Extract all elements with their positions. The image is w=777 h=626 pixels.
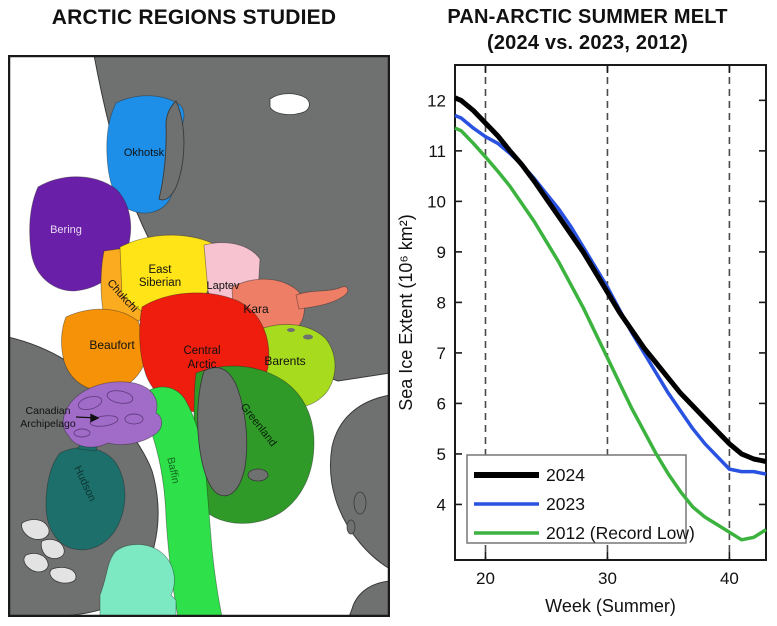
land-iceland <box>247 468 269 482</box>
chart-title-line2: (2024 vs. 2023, 2012) <box>486 32 689 54</box>
label-baffin: Baffin <box>164 456 181 485</box>
y-tick-label: 6 <box>437 394 446 413</box>
y-tick-label: 11 <box>428 142 446 161</box>
label-canadian-1: Canadian <box>26 405 71 417</box>
label-central-arctic-2: Arctic <box>188 359 217 371</box>
legend-label-2023: 2023 <box>546 494 585 514</box>
land-uk-island2 <box>346 519 356 535</box>
chart-panel-title: PAN-ARCTIC SUMMER MELT (2024 vs. 2023, 2… <box>398 4 777 56</box>
y-tick-label: 4 <box>437 495 446 514</box>
label-bering: Bering <box>50 224 82 236</box>
plot-frame <box>454 64 767 561</box>
x-tick-label: 40 <box>720 569 739 588</box>
arctic-map: Okhotsk Bering Chukchi East Siberian Lap… <box>8 55 390 617</box>
y-tick-label: 10 <box>427 192 446 211</box>
region-canadian-archipelago <box>62 381 163 448</box>
series-2023 <box>454 113 767 476</box>
melt-chart: 4 5 6 7 8 9 10 11 12 20 30 40 Sea Ice Extent (10⁶ km… <box>398 64 767 616</box>
label-beaufort: Beaufort <box>89 338 135 352</box>
land-uk-island <box>353 491 367 515</box>
y-tick-label: 8 <box>437 293 446 312</box>
legend-label-2024: 2024 <box>546 465 585 485</box>
y-tick-label: 9 <box>437 243 446 262</box>
great-lakes <box>21 519 77 584</box>
x-tick-label: 30 <box>598 569 617 588</box>
chart-title-line1: PAN-ARCTIC SUMMER MELT <box>447 6 728 28</box>
y-axis-label: Sea Ice Extent (10⁶ km²) <box>398 214 416 410</box>
region-hudson <box>45 447 126 551</box>
x-tick-label: 20 <box>476 569 495 588</box>
region-st-lawrence <box>99 544 177 617</box>
y-tick-label: 5 <box>437 445 446 464</box>
island-fjl <box>287 328 295 332</box>
x-axis-label: Week (Summer) <box>545 596 676 616</box>
archipelago-island-outlines <box>73 390 144 438</box>
label-kara: Kara <box>243 302 269 316</box>
region-baffin <box>147 386 223 617</box>
y-tick-label: 12 <box>427 91 446 110</box>
map-panel-title: ARCTIC REGIONS STUDIED <box>51 6 337 29</box>
label-east-siberian-1: East <box>148 264 172 276</box>
land-greenland-island <box>197 367 248 497</box>
label-east-siberian-2: Siberian <box>139 277 181 289</box>
y-tick-label: 7 <box>437 344 446 363</box>
series-2024 <box>454 95 767 464</box>
island-svalbard <box>303 334 313 340</box>
label-laptev: Laptev <box>206 280 240 292</box>
label-central-arctic-1: Central <box>183 345 220 357</box>
legend-label-2012: 2012 (Record Low) <box>546 523 695 543</box>
map-border <box>8 55 390 617</box>
canadian-archipelago-arrow <box>75 413 100 423</box>
label-barents: Barents <box>264 354 305 368</box>
land-kamchatka <box>158 100 185 201</box>
label-okhotsk: Okhotsk <box>124 147 165 159</box>
land-scandinavia <box>329 394 390 570</box>
legend-box <box>466 454 687 544</box>
region-kara-arm <box>295 286 349 310</box>
series-2012 <box>454 126 767 542</box>
island-wrangel-white <box>269 93 310 115</box>
label-canadian-2: Archipelago <box>20 418 76 430</box>
